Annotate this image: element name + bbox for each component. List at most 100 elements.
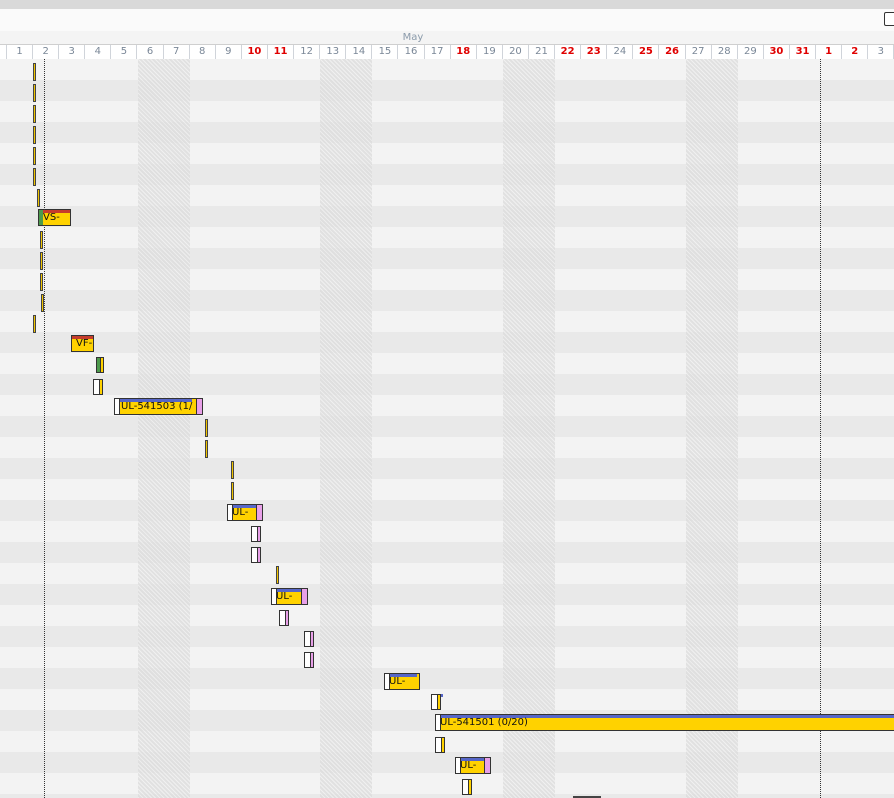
task-tick[interactable] <box>231 482 234 500</box>
task-tick[interactable] <box>231 461 234 479</box>
day-header-cell[interactable]: 20 <box>503 45 529 59</box>
day-header-cell[interactable]: 12 <box>294 45 321 59</box>
task-bar-ul-541501[interactable]: UL-541501 (0/20) <box>435 714 894 731</box>
task-tick[interactable] <box>40 273 43 291</box>
day-header-cell[interactable]: 31 <box>790 45 817 59</box>
day-header-cell[interactable]: 24 <box>607 45 634 59</box>
task-bar-vf[interactable]: VF- <box>71 335 94 352</box>
gantt-row[interactable] <box>0 185 894 206</box>
task-tick[interactable] <box>41 294 44 312</box>
task-tick[interactable] <box>33 126 36 144</box>
day-header-cell[interactable]: 1 <box>7 45 34 59</box>
day-header-cell[interactable]: 1 <box>816 45 843 59</box>
task-bar-ul-541503[interactable]: UL-541503 (1/ <box>114 398 203 415</box>
day-header-cell[interactable]: 15 <box>372 45 399 59</box>
day-header-cell[interactable]: 3 <box>868 45 894 59</box>
gantt-row[interactable] <box>0 731 894 752</box>
gantt-row[interactable] <box>0 437 894 458</box>
day-header-cell[interactable]: 25 <box>633 45 660 59</box>
task-mini[interactable] <box>93 379 105 395</box>
task-tick[interactable] <box>33 315 36 333</box>
task-mini[interactable] <box>435 737 447 753</box>
task-tick[interactable] <box>40 252 43 270</box>
day-header-cell[interactable]: 27 <box>686 45 712 59</box>
day-header-cell[interactable]: 26 <box>660 45 686 59</box>
task-mini[interactable] <box>251 547 263 563</box>
toolbar-button[interactable] <box>884 12 894 26</box>
gantt-row[interactable] <box>0 101 894 122</box>
day-header-cell[interactable]: 30 <box>764 45 790 59</box>
day-header-cell[interactable]: 9 <box>216 45 242 59</box>
day-header-cell[interactable]: 7 <box>164 45 190 59</box>
gantt-row[interactable] <box>0 668 894 689</box>
gantt-row[interactable] <box>0 164 894 185</box>
gantt-row[interactable] <box>0 647 894 668</box>
task-tick[interactable] <box>33 84 36 102</box>
day-header-cell[interactable]: 23 <box>581 45 608 59</box>
task-tick[interactable] <box>205 440 208 458</box>
gantt-row[interactable] <box>0 584 894 605</box>
day-header-cell[interactable]: 21 <box>529 45 556 59</box>
task-tick[interactable] <box>37 189 40 207</box>
gantt-row[interactable] <box>0 290 894 311</box>
gantt-row[interactable] <box>0 542 894 563</box>
task-bar-ul-b[interactable]: UL- <box>271 588 308 605</box>
gantt-row[interactable] <box>0 374 894 395</box>
gantt-row[interactable] <box>0 206 894 227</box>
task-mini[interactable] <box>279 610 291 626</box>
day-header-cell[interactable]: 16 <box>399 45 425 59</box>
task-mini[interactable] <box>304 652 316 668</box>
day-header-cell[interactable]: 18 <box>451 45 477 59</box>
gantt-row[interactable] <box>0 500 894 521</box>
gantt-row[interactable] <box>0 416 894 437</box>
task-bar-ul-d[interactable]: UL- <box>455 757 491 774</box>
task-tick[interactable] <box>205 419 208 437</box>
gantt-row[interactable] <box>0 353 894 374</box>
day-header-cell[interactable]: 8 <box>190 45 216 59</box>
day-header-cell[interactable]: 28 <box>712 45 738 59</box>
day-header-cell[interactable]: 10 <box>242 45 268 59</box>
gantt-row[interactable] <box>0 563 894 584</box>
gantt-row[interactable] <box>0 59 894 80</box>
task-mini[interactable] <box>462 779 474 795</box>
task-mini[interactable] <box>96 357 104 373</box>
gantt-row[interactable] <box>0 794 894 798</box>
gantt-grid[interactable]: VS- VF- UL-541503 (1/ UL- <box>0 59 894 798</box>
day-header-cell[interactable]: 2 <box>33 45 60 59</box>
task-mini[interactable] <box>251 526 263 542</box>
task-mini[interactable] <box>431 694 443 710</box>
gantt-row[interactable] <box>0 80 894 101</box>
task-bar-ul-a[interactable]: UL- <box>227 504 263 521</box>
partial-task-bar[interactable] <box>573 796 601 798</box>
task-mini[interactable] <box>304 631 316 647</box>
gantt-row[interactable] <box>0 143 894 164</box>
gantt-row[interactable] <box>0 458 894 479</box>
day-header-cell[interactable]: 6 <box>138 45 164 59</box>
task-tick[interactable] <box>33 168 36 186</box>
gantt-row[interactable] <box>0 479 894 500</box>
day-header-cell[interactable]: 4 <box>85 45 112 59</box>
day-header-cell[interactable]: 19 <box>477 45 503 59</box>
day-header-cell[interactable]: 22 <box>555 45 582 59</box>
task-bar-vs[interactable]: VS- <box>38 209 71 226</box>
task-tick[interactable] <box>276 566 279 584</box>
day-header-cell[interactable]: 29 <box>738 45 764 59</box>
day-header-cell[interactable]: 13 <box>320 45 347 59</box>
gantt-row[interactable] <box>0 311 894 332</box>
gantt-row[interactable] <box>0 227 894 248</box>
day-header-cell[interactable]: 2 <box>842 45 869 59</box>
day-header-cell[interactable]: 11 <box>268 45 295 59</box>
task-tick[interactable] <box>40 231 43 249</box>
day-header-cell[interactable]: 14 <box>346 45 373 59</box>
gantt-row[interactable] <box>0 752 894 773</box>
gantt-row[interactable] <box>0 395 894 416</box>
day-header-cell[interactable]: 5 <box>111 45 138 59</box>
task-tick[interactable] <box>33 63 36 81</box>
gantt-row[interactable] <box>0 626 894 647</box>
gantt-row[interactable] <box>0 248 894 269</box>
gantt-row[interactable] <box>0 773 894 794</box>
gantt-row[interactable] <box>0 605 894 626</box>
day-header-cell[interactable]: 17 <box>425 45 451 59</box>
task-tick[interactable] <box>33 147 36 165</box>
gantt-row[interactable] <box>0 269 894 290</box>
